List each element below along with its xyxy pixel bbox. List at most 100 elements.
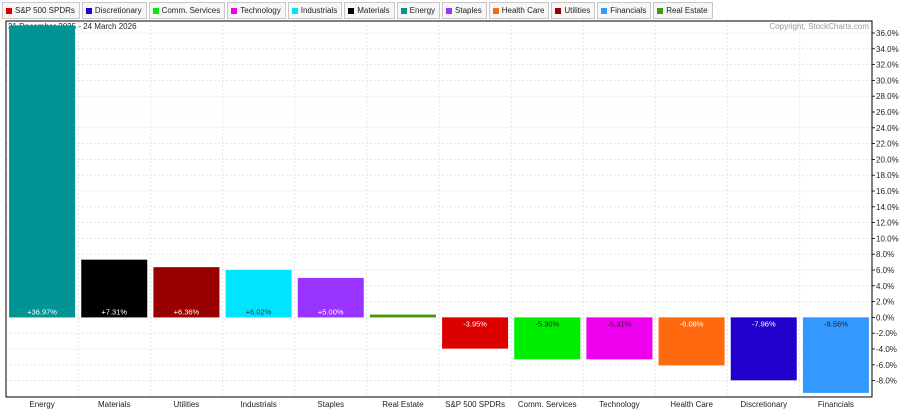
legend-item[interactable]: Real Estate xyxy=(653,2,713,19)
category-label: Energy xyxy=(29,400,54,409)
data-label: +6.02% xyxy=(246,307,272,316)
y-tick-label: 4.0% xyxy=(876,282,894,291)
legend-label: Technology xyxy=(240,6,281,15)
legend-label: Industrials xyxy=(300,6,338,15)
category-label: Utilities xyxy=(174,400,200,409)
bar-real-estate xyxy=(369,314,436,318)
legend-item[interactable]: Comm. Services xyxy=(148,2,226,19)
y-tick-label: 34.0% xyxy=(876,45,899,54)
legend-label: Utilities xyxy=(564,6,591,15)
legend-item[interactable]: Discretionary xyxy=(81,2,147,19)
y-tick-label: 20.0% xyxy=(876,155,899,164)
data-label: -5.31% xyxy=(608,319,632,328)
category-label: Discretionary xyxy=(740,400,787,409)
y-tick-label: 18.0% xyxy=(876,171,899,180)
data-label: -3.95% xyxy=(463,319,487,328)
bar-discretionary xyxy=(730,317,797,381)
legend-label: Comm. Services xyxy=(161,6,221,15)
data-label: +5.00% xyxy=(318,307,344,316)
legend-item[interactable]: Staples xyxy=(442,2,487,19)
legend-swatch xyxy=(85,7,92,14)
bar-health-care xyxy=(658,317,725,366)
data-label: -9.56% xyxy=(824,319,848,328)
y-tick-label: 8.0% xyxy=(876,250,894,259)
y-tick-label: 2.0% xyxy=(876,298,894,307)
legend-label: Discretionary xyxy=(94,6,142,15)
category-label: Staples xyxy=(317,400,344,409)
legend-swatch xyxy=(555,7,562,14)
bar-utilities xyxy=(153,267,220,318)
y-tick-label: 30.0% xyxy=(876,76,899,85)
legend-swatch xyxy=(657,7,664,14)
data-label: +7.31% xyxy=(101,307,127,316)
y-axis-ticks: 36.0% 34.0% 32.0% 30.0% 28.0% 26.0% 24.0% 22.0%… xyxy=(872,29,899,386)
legend-label: Energy xyxy=(409,6,436,15)
y-tick-label: -2.0% xyxy=(876,329,897,338)
legend-swatch xyxy=(291,7,298,14)
legend-item[interactable]: Industrials xyxy=(287,2,343,19)
legend-label: S&P 500 SPDRs xyxy=(15,6,75,15)
legend-item[interactable]: Technology xyxy=(227,2,286,19)
bar-technology xyxy=(586,317,653,360)
legend-item[interactable]: Financials xyxy=(597,2,652,19)
legend-label: Health Care xyxy=(501,6,545,15)
legend-swatch xyxy=(446,7,453,14)
data-labels: +36.97% +7.31% +6.36% +6.02% +5.00% -3.95% -5.… xyxy=(27,307,848,328)
y-tick-label: 28.0% xyxy=(876,92,899,101)
category-label: Materials xyxy=(98,400,130,409)
legend-swatch xyxy=(601,7,608,14)
bar-staples xyxy=(297,277,364,318)
data-label: -5.30% xyxy=(535,319,559,328)
y-tick-label: -6.0% xyxy=(876,361,897,370)
legend-label: Materials xyxy=(357,6,390,15)
legend-item[interactable]: Utilities xyxy=(551,2,596,19)
legend-item[interactable]: Energy xyxy=(396,2,441,19)
legend-swatch xyxy=(152,7,159,14)
grid-lines xyxy=(6,21,872,397)
category-label: S&P 500 SPDRs xyxy=(445,400,505,409)
category-label: Comm. Services xyxy=(518,400,577,409)
bar-s-p-500-spdrs xyxy=(442,317,509,349)
category-label: Health Care xyxy=(670,400,713,409)
plot-frame xyxy=(5,20,873,398)
data-label: -6.08% xyxy=(680,319,704,328)
y-tick-label: 0.0% xyxy=(876,313,894,322)
data-label: -7.96% xyxy=(752,319,776,328)
y-tick-label: 36.0% xyxy=(876,29,899,38)
y-tick-label: -4.0% xyxy=(876,345,897,354)
legend-swatch xyxy=(492,7,499,14)
legend-swatch xyxy=(348,7,355,14)
legend-swatch xyxy=(400,7,407,14)
legend-swatch xyxy=(6,7,12,14)
category-label: Technology xyxy=(599,400,639,409)
category-label: Industrials xyxy=(240,400,276,409)
legend-label: Financials xyxy=(610,6,647,15)
legend-item[interactable]: Health Care xyxy=(488,2,550,19)
bar-energy xyxy=(9,25,76,318)
copyright-label: Copyright, StockCharts.com xyxy=(769,22,869,31)
bar-financials xyxy=(802,317,869,393)
y-tick-label: 26.0% xyxy=(876,108,899,117)
chart-legend: S&P 500 SPDRs Discretionary Comm. Services… xyxy=(2,2,713,19)
category-label: Real Estate xyxy=(382,400,424,409)
legend-label: Real Estate xyxy=(666,6,708,15)
category-label: Financials xyxy=(818,400,854,409)
data-label: +6.36% xyxy=(174,307,200,316)
y-tick-label: 32.0% xyxy=(876,61,899,70)
y-tick-label: 16.0% xyxy=(876,187,899,196)
legend-item[interactable]: Materials xyxy=(344,2,395,19)
y-tick-label: 12.0% xyxy=(876,219,899,228)
bar-comm-services xyxy=(514,317,581,360)
bars xyxy=(9,25,869,393)
x-axis-categories: Energy Materials Utilities Industrials Stapl… xyxy=(29,400,854,409)
bar-industrials xyxy=(225,269,292,318)
y-tick-label: 6.0% xyxy=(876,266,894,275)
legend-label: Staples xyxy=(455,6,482,15)
y-tick-label: 10.0% xyxy=(876,234,899,243)
legend-item[interactable]: S&P 500 SPDRs xyxy=(2,2,80,19)
legend-swatch xyxy=(231,7,238,14)
y-tick-label: 24.0% xyxy=(876,124,899,133)
y-tick-label: -8.0% xyxy=(876,377,897,386)
y-tick-label: 22.0% xyxy=(876,140,899,149)
